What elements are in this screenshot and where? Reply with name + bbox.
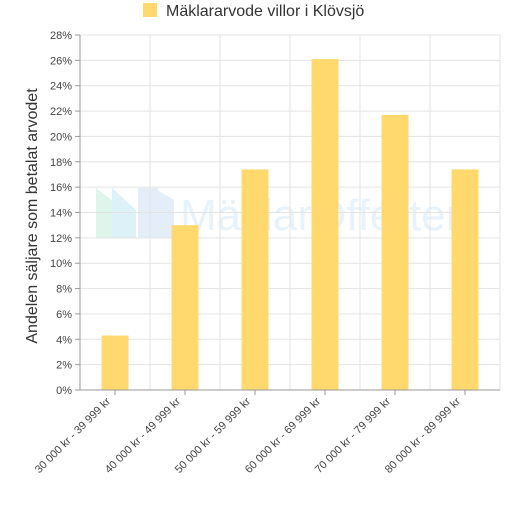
y-tick-label: 6% xyxy=(56,309,72,321)
legend-swatch[interactable] xyxy=(143,3,157,17)
bar[interactable] xyxy=(101,335,129,390)
x-tick-label: 70 000 kr - 79 999 kr xyxy=(313,395,393,475)
x-tick-label: 50 000 kr - 59 999 kr xyxy=(173,395,253,475)
y-tick-label: 26% xyxy=(50,55,72,67)
grid xyxy=(79,34,501,391)
y-tick-label: 16% xyxy=(50,182,72,194)
y-tick-label: 0% xyxy=(56,385,72,397)
y-tick-label: 28% xyxy=(50,30,72,42)
y-tick-label: 10% xyxy=(50,258,72,270)
bar[interactable] xyxy=(241,169,269,390)
y-tick-label: 22% xyxy=(50,106,72,118)
y-tick-label: 8% xyxy=(56,284,72,296)
bar[interactable] xyxy=(381,114,409,390)
y-tick-label: 4% xyxy=(56,334,72,346)
y-tick-label: 18% xyxy=(50,157,72,169)
y-tick-label: 12% xyxy=(50,233,72,245)
x-tick-label: 80 000 kr - 89 999 kr xyxy=(383,395,463,475)
y-tick-label: 20% xyxy=(50,131,72,143)
x-tick-label: 30 000 kr - 39 999 kr xyxy=(33,395,113,475)
bar[interactable] xyxy=(311,59,339,390)
x-tick-label: 60 000 kr - 69 999 kr xyxy=(243,395,323,475)
bar[interactable] xyxy=(451,169,479,390)
y-tick-label: 14% xyxy=(50,208,72,220)
y-tick-label: 24% xyxy=(50,81,72,93)
bars xyxy=(101,59,479,390)
bar[interactable] xyxy=(171,225,199,390)
x-tick-label: 40 000 kr - 49 999 kr xyxy=(103,395,183,475)
y-tick-label: 2% xyxy=(56,360,72,372)
y-axis-title: Andelen säljare som betalat arvodet xyxy=(24,88,41,344)
legend-label[interactable]: Mäklararvode villor i Klövsjö xyxy=(166,3,364,20)
